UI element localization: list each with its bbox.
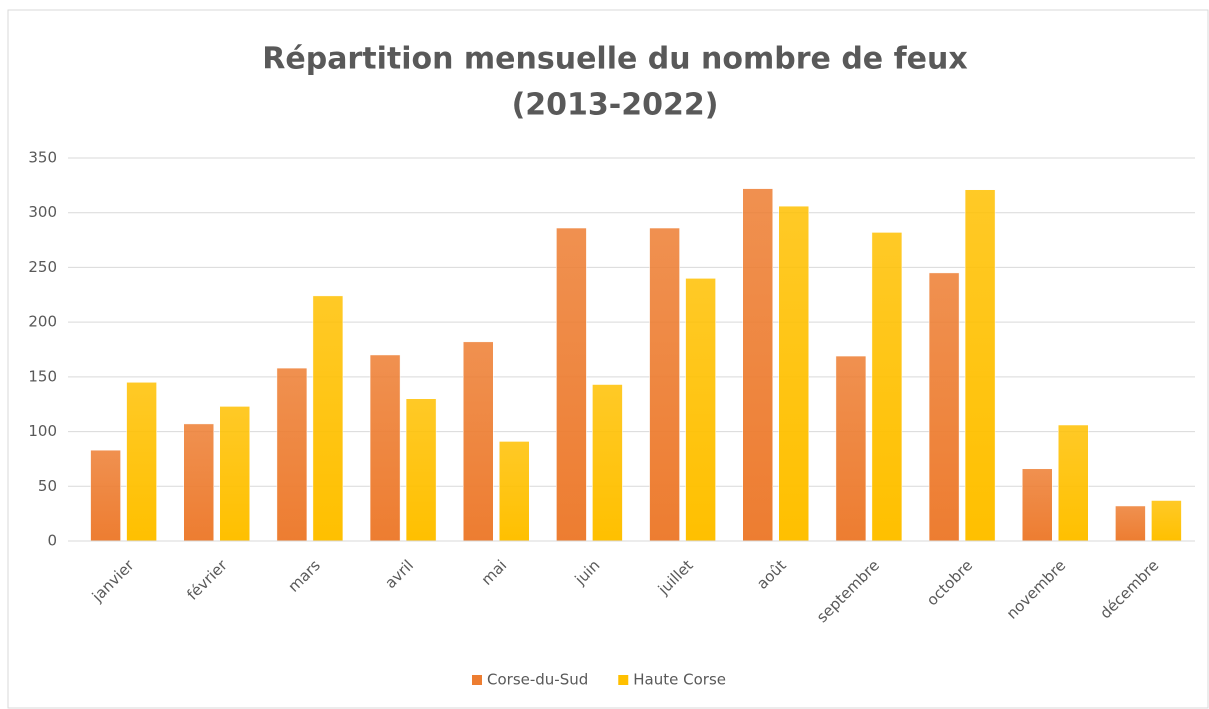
- bar: [592, 384, 623, 542]
- bar: [312, 295, 344, 542]
- bar: [183, 423, 214, 542]
- bar: [1058, 424, 1089, 542]
- bar: [835, 355, 867, 542]
- bar: [778, 205, 809, 542]
- bar: [871, 232, 903, 542]
- legend-swatch: [472, 675, 482, 685]
- bar: [369, 354, 401, 542]
- bar: [556, 227, 587, 542]
- y-tick-label: 100: [28, 422, 57, 440]
- legend-label: Corse-du-Sud: [487, 671, 588, 689]
- bar: [126, 382, 157, 542]
- chart-subtitle: (2013-2022): [512, 88, 719, 123]
- y-tick-label: 300: [28, 203, 57, 221]
- bar: [219, 406, 250, 542]
- bar: [463, 341, 494, 542]
- chart-title: Répartition mensuelle du nombre de feux: [262, 42, 967, 77]
- bar: [685, 278, 716, 542]
- y-tick-label: 350: [28, 149, 57, 167]
- bar: [90, 449, 121, 542]
- bar: [1151, 500, 1182, 542]
- bar: [499, 441, 530, 542]
- bar: [1115, 505, 1146, 542]
- y-tick-label: 200: [28, 313, 57, 331]
- bar: [405, 398, 437, 542]
- legend-swatch: [618, 675, 629, 685]
- y-tick-label: 0: [47, 532, 57, 550]
- bar: [649, 227, 680, 542]
- bar: [928, 272, 960, 542]
- y-tick-label: 150: [28, 367, 57, 385]
- bar: [742, 188, 773, 542]
- legend-label: Haute Corse: [633, 671, 726, 689]
- y-tick-label: 250: [28, 258, 57, 276]
- bar: [1022, 468, 1053, 542]
- bar: [964, 189, 996, 542]
- bar: [276, 367, 308, 542]
- chart-frame: [7, 9, 1209, 709]
- y-tick-label: 50: [38, 477, 57, 495]
